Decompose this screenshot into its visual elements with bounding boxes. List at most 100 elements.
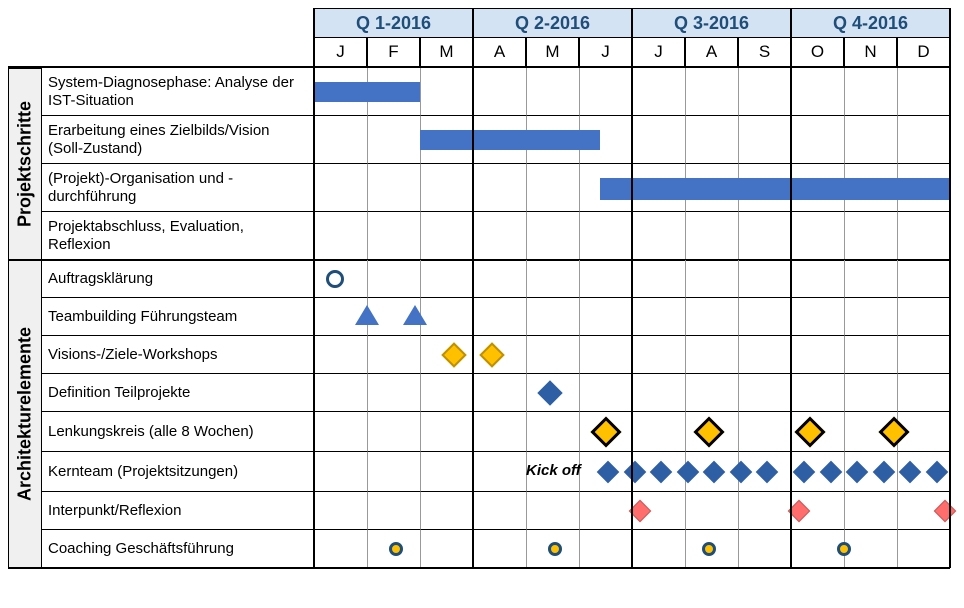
timeline-cell (897, 116, 950, 164)
quarter-divider (631, 8, 633, 568)
circle-filled-icon (702, 542, 716, 556)
timeline-cell (579, 68, 632, 116)
section-label: Architekturelemente (8, 260, 42, 568)
month-header: J (314, 38, 367, 68)
timeline-cell (314, 374, 367, 412)
task-label: Interpunkt/Reflexion (42, 492, 314, 530)
timeline-cell (314, 412, 367, 452)
timeline-cell (897, 298, 950, 336)
task-label: Teambuilding Führungsteam (42, 298, 314, 336)
month-header: S (738, 38, 791, 68)
timeline-cell (897, 68, 950, 116)
timeline-cell (844, 68, 897, 116)
timeline-cell (526, 260, 579, 298)
timeline-cell (367, 260, 420, 298)
timeline-cell (685, 212, 738, 260)
timeline-cell (738, 336, 791, 374)
timeline-cell (738, 412, 791, 452)
timeline-cell (738, 374, 791, 412)
timeline-cell (897, 336, 950, 374)
timeline-cell (314, 212, 367, 260)
timeline-cell (844, 492, 897, 530)
timeline-cell (632, 530, 685, 568)
timeline-cell (632, 374, 685, 412)
timeline-cell (420, 68, 473, 116)
timeline-cell (685, 492, 738, 530)
timeline-cell (367, 212, 420, 260)
timeline-cell (579, 298, 632, 336)
task-label: Auftragsklärung (42, 260, 314, 298)
timeline-cell (420, 452, 473, 492)
month-header: J (579, 38, 632, 68)
timeline-cell (420, 492, 473, 530)
month-header: J (632, 38, 685, 68)
timeline-cell (367, 164, 420, 212)
task-label: Visions-/Ziele-Workshops (42, 336, 314, 374)
triangle-icon (355, 305, 379, 325)
timeline-cell (579, 374, 632, 412)
timeline-cell (526, 336, 579, 374)
month-header: F (367, 38, 420, 68)
timeline-cell (632, 260, 685, 298)
timeline-cell (897, 212, 950, 260)
timeline-cell (314, 336, 367, 374)
timeline-cell (844, 298, 897, 336)
timeline-cell (632, 412, 685, 452)
month-header: A (685, 38, 738, 68)
quarter-header: Q 1-2016 (314, 8, 473, 38)
timeline-cell (685, 116, 738, 164)
quarter-header: Q 2-2016 (473, 8, 632, 38)
month-header: M (420, 38, 473, 68)
timeline-cell (791, 68, 844, 116)
timeline-cell (685, 374, 738, 412)
timeline-cell (897, 260, 950, 298)
gantt-bar (314, 82, 420, 102)
timeline-cell (791, 374, 844, 412)
timeline-cell (367, 452, 420, 492)
timeline-cell (473, 298, 526, 336)
task-label: (Projekt)-Organisation und -durchführung (42, 164, 314, 212)
timeline-cell (526, 492, 579, 530)
quarter-divider (949, 8, 951, 568)
task-label: Coaching Geschäftsführung (42, 530, 314, 568)
timeline-cell (844, 260, 897, 298)
timeline-cell (844, 374, 897, 412)
timeline-cell (367, 374, 420, 412)
quarter-divider (313, 8, 315, 568)
timeline-cell (473, 212, 526, 260)
timeline-cell (685, 298, 738, 336)
month-header: O (791, 38, 844, 68)
timeline-cell (473, 452, 526, 492)
timeline-cell (473, 530, 526, 568)
timeline-cell (473, 492, 526, 530)
timeline-cell (473, 412, 526, 452)
timeline-cell (738, 68, 791, 116)
month-header: N (844, 38, 897, 68)
timeline-cell (420, 412, 473, 452)
task-label: Kernteam (Projektsitzungen) (42, 452, 314, 492)
timeline-cell (367, 336, 420, 374)
timeline-cell (420, 260, 473, 298)
timeline-cell (473, 260, 526, 298)
task-label: System-Diagnosephase: Analyse der IST-Si… (42, 68, 314, 116)
timeline-cell (420, 298, 473, 336)
timeline-cell (526, 412, 579, 452)
timeline-cell (314, 452, 367, 492)
task-label: Definition Teilprojekte (42, 374, 314, 412)
month-header: A (473, 38, 526, 68)
task-label: Projektabschluss, Evaluation, Reflexion (42, 212, 314, 260)
timeline-cell (420, 530, 473, 568)
timeline-cell (844, 530, 897, 568)
quarter-header: Q 4-2016 (791, 8, 950, 38)
timeline-cell (791, 116, 844, 164)
timeline-cell (473, 68, 526, 116)
task-label: Lenkungskreis (alle 8 Wochen) (42, 412, 314, 452)
timeline-cell (579, 260, 632, 298)
timeline-cell (844, 116, 897, 164)
timeline-cell (579, 492, 632, 530)
quarter-divider (790, 8, 792, 568)
timeline-cell (685, 336, 738, 374)
quarter-divider (472, 8, 474, 568)
timeline-cell (844, 212, 897, 260)
timeline-cell (420, 374, 473, 412)
